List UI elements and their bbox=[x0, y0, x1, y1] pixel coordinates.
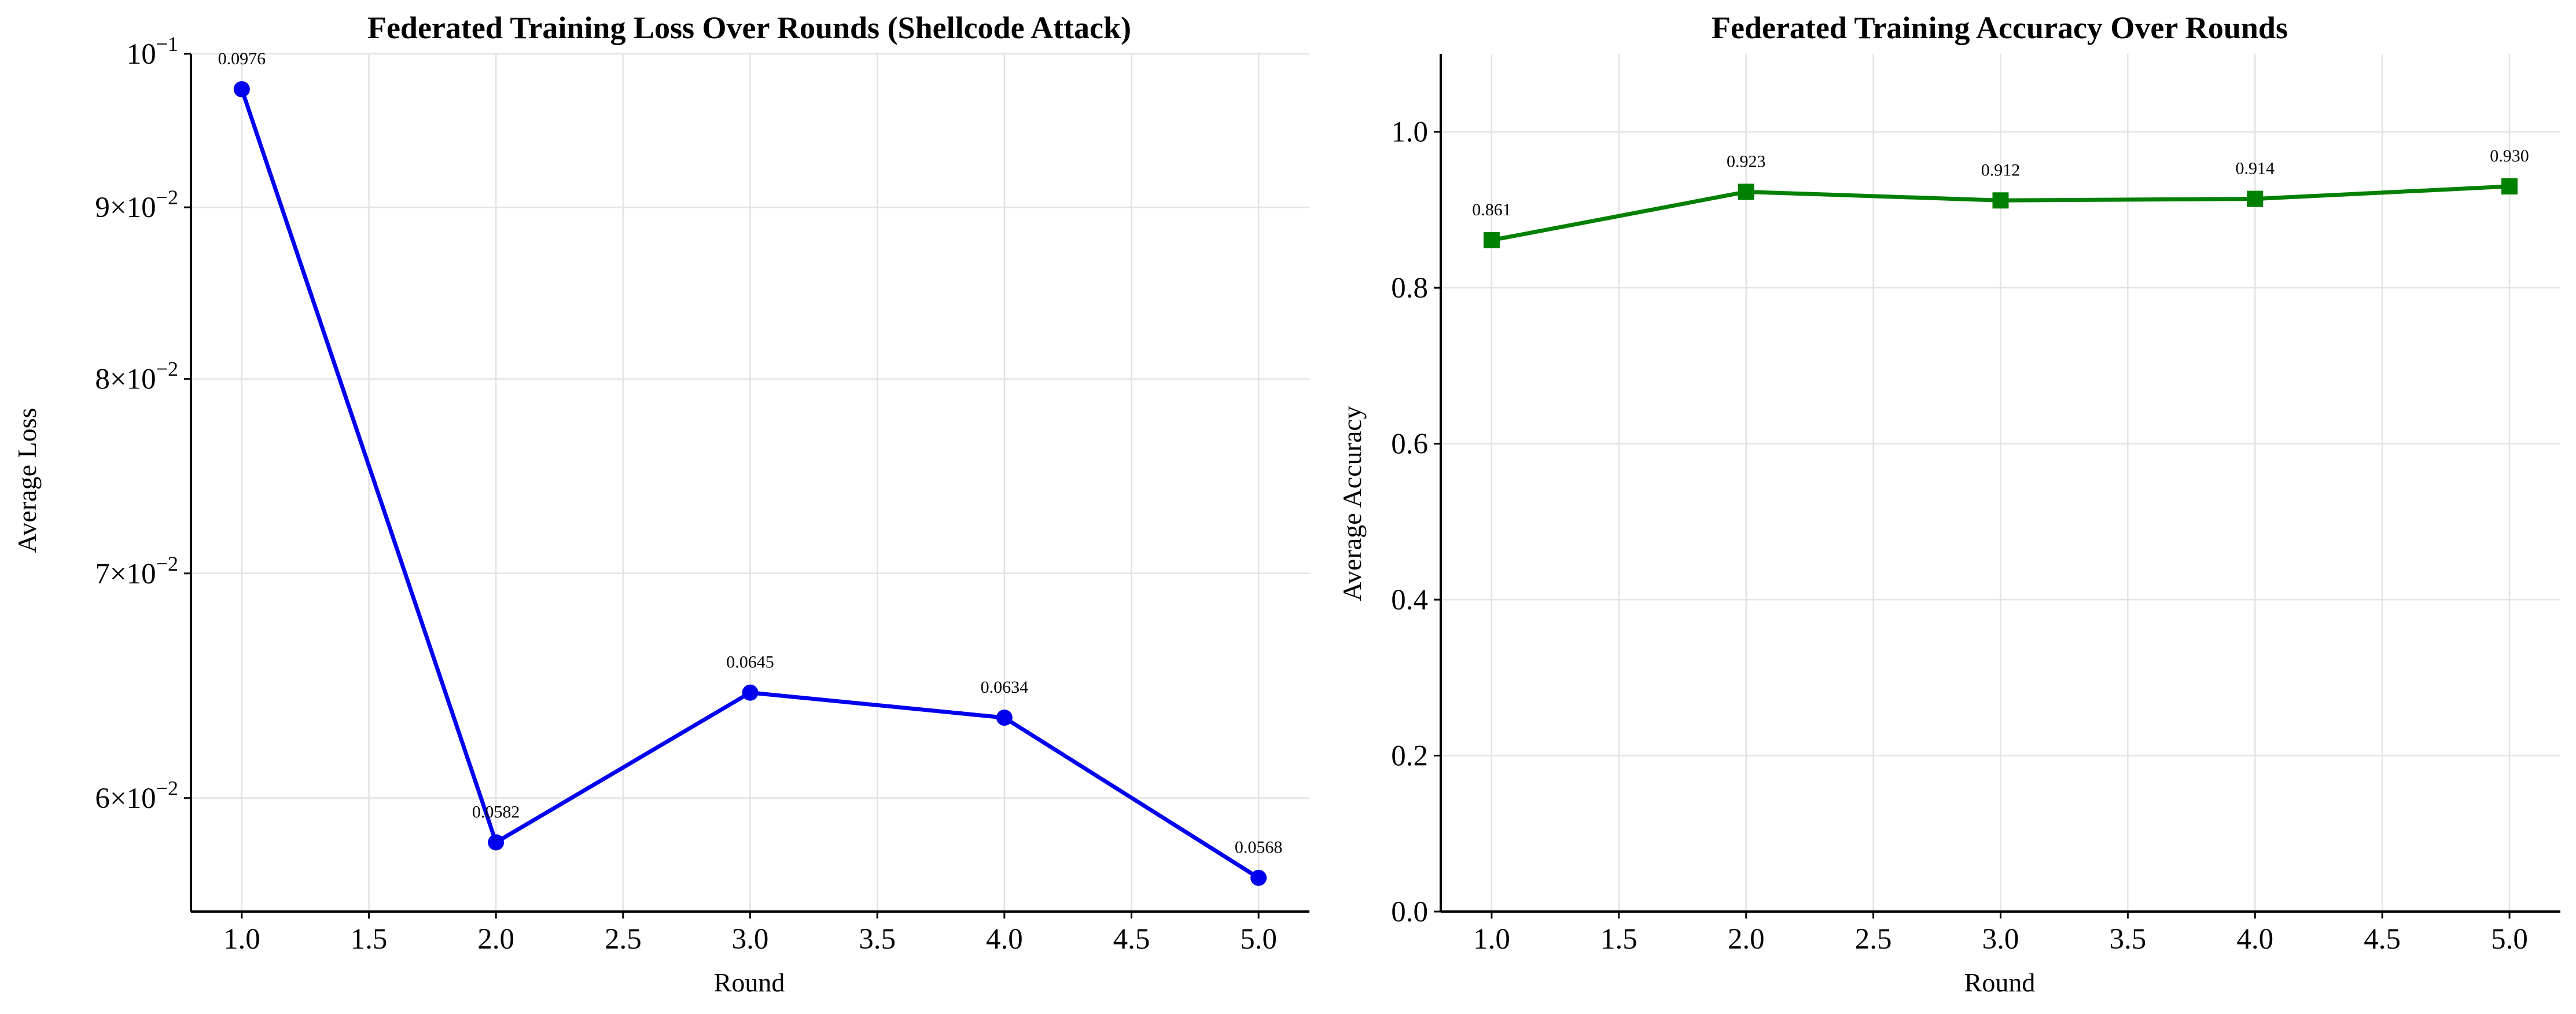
accuracy-y-tick-label: 0.8 bbox=[1391, 272, 1428, 304]
loss-data-point bbox=[1250, 869, 1267, 886]
accuracy-data-point bbox=[1738, 183, 1754, 200]
loss-x-tick-label: 5.0 bbox=[1240, 923, 1277, 956]
accuracy-x-tick-label: 1.5 bbox=[1600, 923, 1637, 956]
loss-x-tick-label: 1.5 bbox=[351, 923, 388, 956]
loss-data-label: 0.0645 bbox=[726, 653, 774, 672]
loss-y-tick-label: 7×10−2 bbox=[95, 552, 178, 590]
loss-data-label: 0.0568 bbox=[1235, 838, 1283, 857]
accuracy-x-tick-label: 3.0 bbox=[1982, 923, 2019, 956]
loss-chart-ylabel: Average Loss bbox=[12, 408, 42, 553]
accuracy-x-tick-label: 4.5 bbox=[2364, 923, 2401, 956]
accuracy-x-tick-label: 5.0 bbox=[2491, 923, 2528, 956]
accuracy-x-tick-label: 2.5 bbox=[1855, 923, 1892, 956]
loss-data-label: 0.0976 bbox=[218, 49, 266, 68]
loss-chart-plot-area: 1.0 1.5 2.0 2.5 3.0 3.5 4.0 4.5 5.0 6×10−2 7×10−2 8… bbox=[95, 32, 1309, 956]
accuracy-data-label: 0.914 bbox=[2236, 159, 2275, 178]
loss-x-tick-label: 1.0 bbox=[223, 923, 260, 956]
loss-x-tick-label: 3.5 bbox=[859, 923, 896, 956]
loss-y-tick-label: 10−1 bbox=[127, 32, 178, 71]
accuracy-y-tick-label: 0.6 bbox=[1391, 428, 1428, 461]
accuracy-chart-xlabel: Round bbox=[1964, 968, 2036, 997]
accuracy-x-tick-label: 2.0 bbox=[1728, 923, 1765, 956]
loss-data-point bbox=[488, 834, 505, 851]
loss-data-point bbox=[742, 684, 759, 701]
accuracy-chart: Federated Training Accuracy Over Rounds … bbox=[1337, 10, 2560, 997]
accuracy-x-tick-label: 4.0 bbox=[2236, 923, 2273, 956]
accuracy-data-point bbox=[1992, 192, 2009, 209]
loss-data-point bbox=[233, 81, 250, 98]
accuracy-x-tick-label: 3.5 bbox=[2110, 923, 2147, 956]
loss-chart: Federated Training Loss Over Rounds (She… bbox=[12, 10, 1309, 997]
accuracy-data-point bbox=[2501, 178, 2518, 195]
loss-data-label: 0.0634 bbox=[981, 678, 1029, 697]
loss-data-label: 0.0582 bbox=[472, 802, 520, 821]
accuracy-y-tick-label: 1.0 bbox=[1391, 116, 1428, 149]
accuracy-data-label: 0.861 bbox=[1472, 200, 1511, 219]
accuracy-y-tick-label: 0.4 bbox=[1391, 584, 1428, 616]
loss-x-tick-label: 4.0 bbox=[986, 923, 1023, 956]
loss-chart-xlabel: Round bbox=[714, 968, 785, 997]
loss-x-tick-label: 4.5 bbox=[1113, 923, 1150, 956]
accuracy-data-label: 0.930 bbox=[2490, 146, 2529, 166]
accuracy-chart-title: Federated Training Accuracy Over Rounds bbox=[1712, 10, 2288, 45]
loss-y-tick-label: 8×10−2 bbox=[95, 358, 178, 396]
accuracy-chart-ylabel: Average Accuracy bbox=[1337, 406, 1367, 601]
loss-x-tick-label: 3.0 bbox=[732, 923, 769, 956]
loss-chart-title: Federated Training Loss Over Rounds (She… bbox=[367, 10, 1131, 45]
accuracy-data-label: 0.923 bbox=[1727, 152, 1766, 171]
loss-x-tick-label: 2.5 bbox=[605, 923, 642, 956]
loss-x-tick-label: 2.0 bbox=[477, 923, 514, 956]
accuracy-y-tick-label: 0.2 bbox=[1391, 740, 1428, 773]
accuracy-y-tick-label: 0.0 bbox=[1391, 896, 1428, 928]
accuracy-chart-plot-area: 1.0 1.5 2.0 2.5 3.0 3.5 4.0 4.5 5.0 0.0 0.2 0.4 0.6 0… bbox=[1391, 54, 2560, 956]
accuracy-data-point bbox=[1483, 232, 1500, 248]
loss-data-point bbox=[996, 710, 1013, 726]
accuracy-x-tick-label: 1.0 bbox=[1473, 923, 1510, 956]
accuracy-data-point bbox=[2247, 190, 2264, 207]
loss-y-tick-label: 6×10−2 bbox=[95, 777, 178, 815]
accuracy-data-label: 0.912 bbox=[1981, 160, 2021, 179]
loss-y-tick-label: 9×10−2 bbox=[95, 186, 178, 224]
